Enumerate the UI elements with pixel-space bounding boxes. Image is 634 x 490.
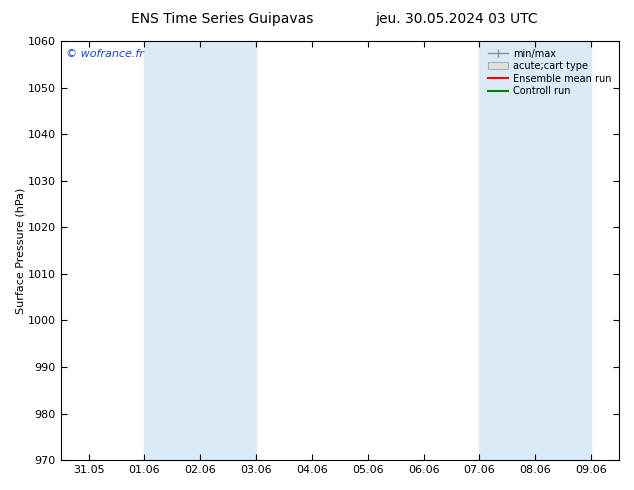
Bar	[145, 41, 200, 460]
Text: jeu. 30.05.2024 03 UTC: jeu. 30.05.2024 03 UTC	[375, 12, 538, 26]
Bar	[479, 41, 535, 460]
Text: ENS Time Series Guipavas: ENS Time Series Guipavas	[131, 12, 313, 26]
Bar	[200, 41, 256, 460]
Y-axis label: Surface Pressure (hPa): Surface Pressure (hPa)	[15, 187, 25, 314]
Legend: min/max, acute;cart type, Ensemble mean run, Controll run: min/max, acute;cart type, Ensemble mean …	[486, 46, 614, 99]
Bar	[535, 41, 591, 460]
Text: © wofrance.fr: © wofrance.fr	[67, 49, 144, 59]
